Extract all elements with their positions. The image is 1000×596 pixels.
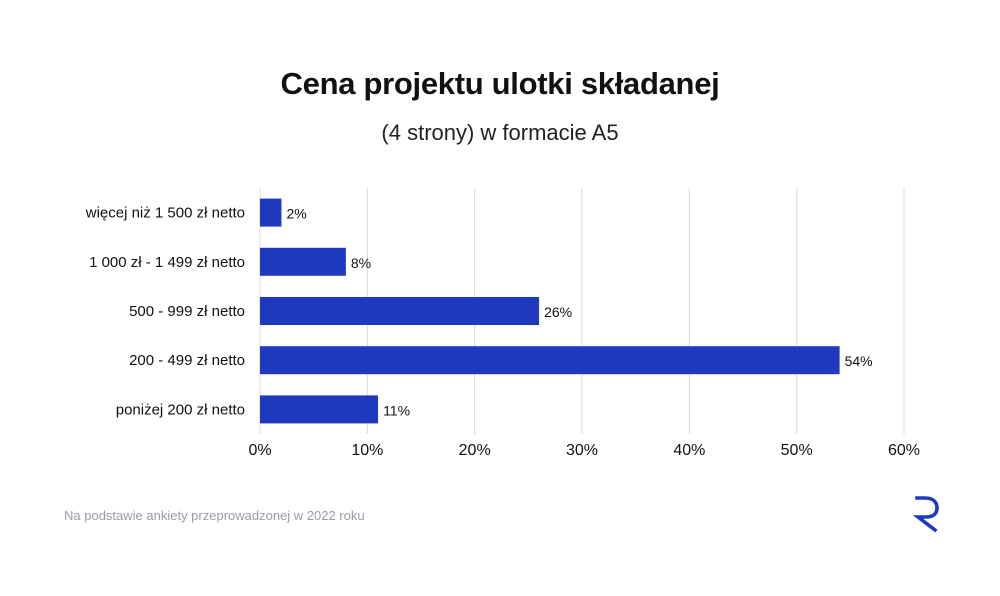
category-label: 200 - 499 zł netto bbox=[129, 352, 245, 369]
data-label: 8% bbox=[351, 255, 371, 271]
logo-stroke bbox=[912, 496, 939, 533]
bar bbox=[260, 247, 346, 276]
x-tick-label: 50% bbox=[781, 442, 813, 459]
data-label: 11% bbox=[383, 402, 410, 418]
x-tick-label: 60% bbox=[888, 442, 920, 459]
x-tick-label: 20% bbox=[459, 442, 491, 459]
category-label: więcej niż 1 500 zł netto bbox=[85, 205, 245, 222]
data-label: 54% bbox=[845, 353, 873, 369]
x-tick-label: 30% bbox=[566, 442, 598, 459]
x-tick-label: 40% bbox=[673, 442, 705, 459]
chart-title: Cena projektu ulotki składanej bbox=[280, 66, 720, 101]
data-label: 26% bbox=[544, 304, 572, 320]
x-tick-label: 0% bbox=[248, 442, 271, 459]
brand-logo-icon bbox=[912, 496, 939, 533]
category-label: 500 - 999 zł netto bbox=[129, 303, 245, 320]
bar bbox=[260, 395, 379, 424]
chart-subtitle: (4 strony) w formacie A5 bbox=[381, 120, 619, 145]
bar bbox=[260, 297, 540, 325]
bar bbox=[260, 198, 282, 227]
category-label: poniżej 200 zł netto bbox=[116, 401, 245, 418]
x-tick-label: 10% bbox=[351, 442, 383, 459]
category-label: 1 000 zł - 1 499 zł netto bbox=[89, 254, 245, 271]
source-footnote: Na podstawie ankiety przeprowadzonej w 2… bbox=[64, 508, 365, 523]
data-label: 2% bbox=[286, 206, 306, 222]
bar bbox=[260, 346, 840, 375]
